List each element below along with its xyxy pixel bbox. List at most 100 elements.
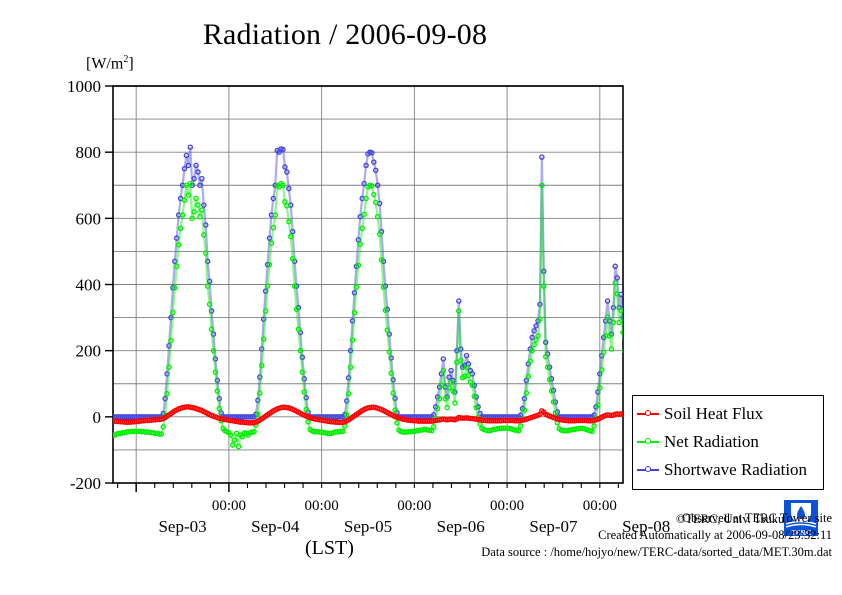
series-marker	[622, 412, 623, 417]
series-marker	[297, 347, 304, 354]
series-marker	[529, 347, 535, 354]
footer-datasource: Data source : /home/hojyo/new/TERC-data/…	[481, 545, 832, 559]
x-axis-time-label: 00:00	[212, 498, 246, 514]
series-marker	[175, 242, 182, 248]
series-marker	[521, 395, 528, 402]
series-marker	[266, 261, 273, 268]
series-marker	[156, 431, 163, 437]
series-marker	[270, 224, 277, 231]
y-axis-unit-label: [W/m2]	[86, 54, 134, 73]
series-marker	[448, 379, 454, 385]
series-marker	[272, 212, 279, 218]
series-marker	[457, 346, 464, 352]
y-axis-tick-label: 200	[76, 342, 102, 361]
series-marker	[189, 215, 195, 222]
series-marker	[369, 150, 375, 156]
series-marker	[531, 341, 537, 348]
series-marker	[440, 367, 447, 374]
series-marker	[340, 428, 346, 435]
series-marker	[197, 182, 203, 188]
series-marker	[542, 339, 549, 346]
series-marker	[456, 308, 462, 314]
series-marker	[262, 308, 269, 314]
legend-item-shortwave-radiation[interactable]: Shortwave Radiation	[637, 456, 817, 484]
y-axis-tick-label: 800	[76, 143, 102, 162]
x-axis-time-label: 00:00	[490, 498, 524, 514]
legend-item-net-radiation[interactable]: Net Radiation	[637, 428, 817, 456]
series-marker	[162, 395, 168, 402]
series-marker	[371, 159, 377, 165]
series-marker	[231, 437, 238, 443]
series-marker	[168, 314, 174, 321]
series-marker	[230, 442, 236, 448]
series-marker	[212, 369, 219, 375]
series-marker	[210, 347, 217, 354]
series-marker	[444, 404, 450, 411]
series-net-radiation	[113, 180, 623, 450]
series-marker	[343, 398, 350, 404]
series-marker	[465, 372, 472, 379]
series-marker	[544, 364, 551, 370]
series-marker	[164, 371, 170, 377]
x-axis-time-label: 00:00	[583, 498, 617, 514]
series-marker	[376, 231, 383, 237]
series-marker	[521, 407, 528, 413]
series-marker	[195, 169, 201, 175]
series-marker	[166, 364, 172, 370]
series-marker	[343, 412, 350, 418]
series-marker	[353, 284, 360, 290]
series-marker	[597, 384, 603, 391]
series-marker	[268, 240, 275, 246]
series-marker	[183, 152, 190, 159]
legend-item-soil-heat-flux[interactable]: Soil Heat Flux	[637, 400, 817, 428]
x-axis-date-label: Sep-05	[344, 517, 392, 536]
series-marker	[616, 319, 622, 326]
series-marker	[606, 333, 613, 339]
legend: Soil Heat Flux Net Radiation Shortwave R…	[632, 395, 824, 490]
series-marker	[338, 428, 344, 435]
series-marker	[371, 191, 377, 198]
series-marker	[469, 382, 476, 389]
copyright-text: ©TERC, Univ. Tsukuba	[675, 512, 796, 526]
legend-label-net-radiation: Net Radiation	[664, 432, 759, 451]
series-marker	[517, 423, 524, 429]
series-marker	[299, 369, 306, 375]
series-marker	[546, 377, 553, 383]
series-marker	[525, 373, 532, 380]
series-marker	[287, 233, 294, 240]
series-marker	[257, 390, 263, 396]
series-marker	[363, 162, 369, 169]
series-marker	[541, 268, 547, 275]
series-marker	[541, 283, 547, 289]
series-marker	[191, 175, 197, 182]
y-axis-tick-label: 600	[76, 209, 102, 228]
x-axis-caption: (LST)	[305, 537, 354, 559]
page-title: Radiation / 2006-09-08	[202, 18, 488, 51]
series-marker	[280, 182, 286, 188]
series-marker	[517, 412, 524, 418]
series-marker	[463, 352, 470, 359]
series-marker	[357, 213, 364, 220]
series-marker	[301, 389, 307, 395]
series-marker	[382, 307, 389, 314]
series-marker	[620, 329, 623, 336]
series-marker	[620, 314, 623, 321]
series-marker	[539, 182, 545, 188]
series-marker	[442, 395, 449, 402]
series-marker	[537, 301, 543, 308]
series-marker	[351, 290, 358, 296]
series-marker	[193, 195, 199, 202]
series-marker	[591, 423, 597, 429]
series-marker	[355, 262, 362, 269]
series-marker	[251, 428, 257, 435]
x-axis-date-label: Sep-04	[251, 517, 300, 536]
series-marker	[216, 395, 222, 402]
series-marker	[612, 280, 619, 286]
series-marker	[378, 256, 385, 263]
series-marker	[533, 337, 539, 343]
y-axis-tick-label: 0	[93, 408, 102, 427]
series-marker	[270, 195, 277, 202]
series-marker	[599, 367, 605, 373]
